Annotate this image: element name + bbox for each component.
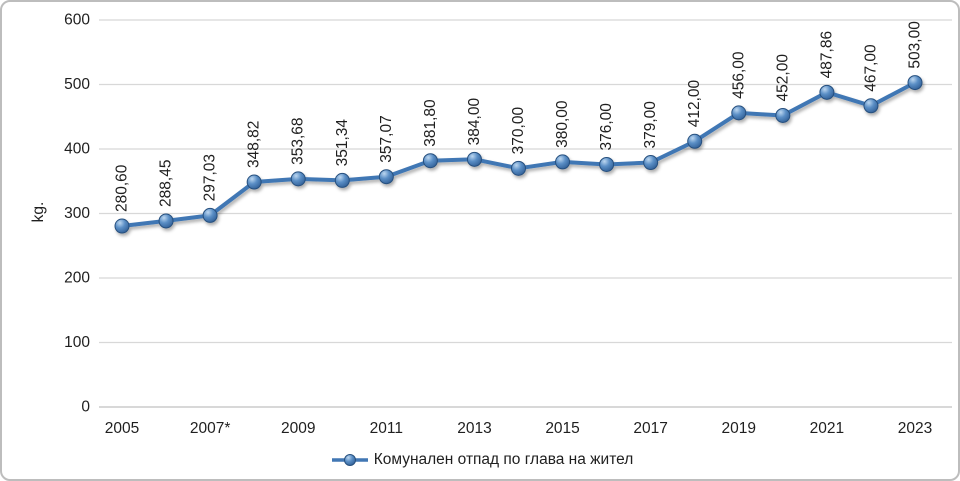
data-point-marker	[863, 98, 879, 114]
data-point-label: 487,86	[818, 31, 835, 78]
y-tick-label: 100	[64, 334, 90, 351]
data-point-marker	[334, 172, 350, 188]
x-tick-label: 2021	[810, 420, 844, 437]
data-point-label: 280,60	[114, 164, 131, 212]
data-point-label: 353,68	[290, 117, 307, 164]
series-group	[114, 75, 923, 234]
data-point-label: 376,00	[598, 103, 615, 151]
x-tick-label: 2007*	[190, 420, 231, 437]
data-point-marker	[158, 213, 174, 229]
y-tick-label: 300	[64, 205, 90, 222]
x-tick-label: 2015	[545, 420, 579, 437]
data-point-marker	[555, 154, 571, 170]
line-chart: 0 100 200 300 400 500 600 kg. 2005 2007* 2009 2011 2…	[30, 12, 952, 437]
x-tick-label: 2013	[457, 420, 491, 437]
x-tick-label: 2019	[722, 420, 756, 437]
data-point-label: 381,80	[422, 99, 439, 147]
y-tick-label: 500	[64, 76, 90, 93]
data-point-label: 370,00	[510, 107, 527, 155]
data-point-label: 297,03	[202, 154, 219, 201]
x-tick-label: 2023	[898, 420, 932, 437]
data-point-label: 467,00	[862, 44, 879, 92]
y-tick-label: 0	[81, 399, 90, 416]
data-point-marker	[246, 174, 262, 190]
data-point-label: 379,00	[642, 101, 659, 149]
data-point-label: 452,00	[774, 54, 791, 102]
data-point-marker	[378, 169, 394, 185]
y-tick-label: 400	[64, 141, 90, 158]
data-point-label: 351,34	[334, 119, 351, 167]
data-point-marker	[731, 105, 747, 121]
data-point-label: 456,00	[730, 51, 747, 99]
data-point-marker	[907, 75, 923, 91]
data-point-marker	[422, 153, 438, 169]
y-axis-title: kg.	[30, 202, 47, 223]
data-point-label: 380,00	[554, 100, 571, 148]
data-point-label: 357,07	[378, 115, 395, 162]
data-point-label: 288,45	[158, 160, 175, 207]
data-point-marker	[775, 107, 791, 123]
data-point-label: 412,00	[686, 79, 703, 127]
x-tick-label: 2017	[633, 420, 667, 437]
x-tick-label: 2011	[370, 420, 403, 437]
legend-line-marker-icon	[331, 454, 368, 466]
y-tick-label: 200	[64, 270, 90, 287]
legend-label: Комунален отпад по глава на жител	[373, 451, 634, 468]
data-point-label: 503,00	[907, 21, 924, 69]
x-tick-label: 2009	[281, 420, 315, 437]
data-point-marker	[466, 151, 482, 167]
data-point-marker	[643, 155, 659, 171]
legend: Комунален отпад по глава на жител	[2, 445, 958, 475]
data-point-label: 384,00	[466, 98, 483, 146]
y-tick-label: 600	[64, 12, 90, 29]
data-point-marker	[290, 171, 306, 187]
data-point-marker	[687, 133, 703, 149]
data-point-marker	[599, 156, 615, 172]
data-point-label: 348,82	[246, 121, 263, 168]
data-point-marker	[202, 207, 218, 223]
x-tick-label: 2005	[105, 420, 139, 437]
data-point-marker	[114, 218, 130, 234]
data-point-marker	[511, 160, 527, 176]
data-point-marker	[819, 84, 835, 100]
